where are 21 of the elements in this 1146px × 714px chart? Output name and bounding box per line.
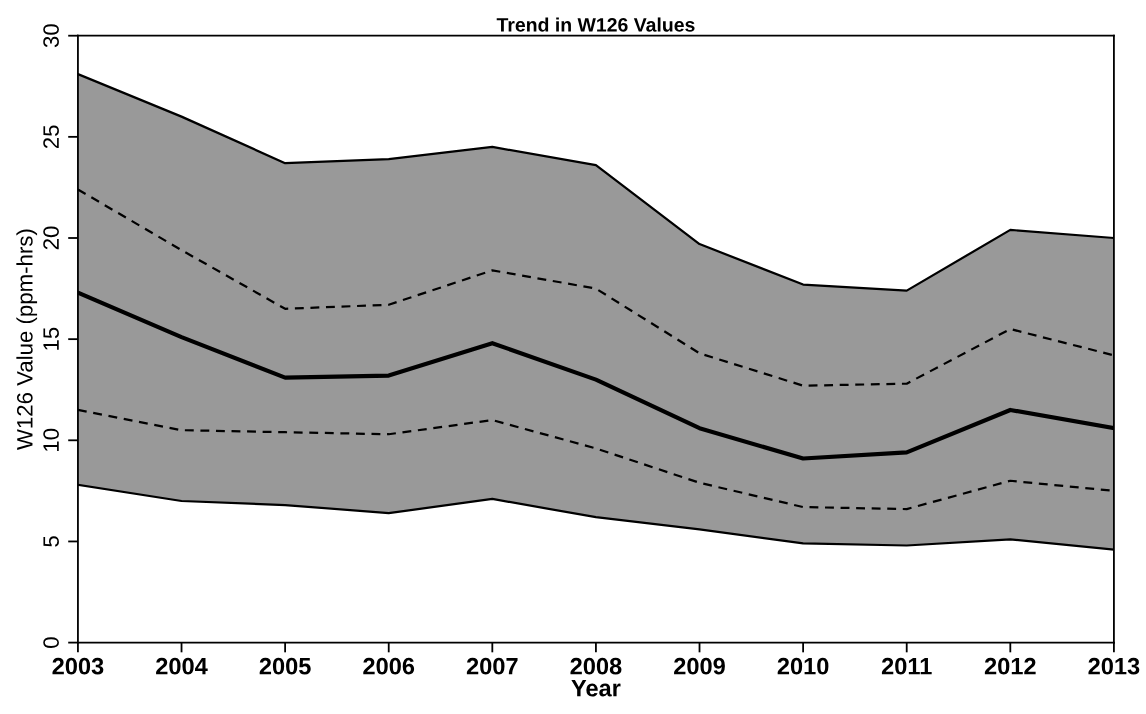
y-tick-label: 15 (43, 327, 59, 350)
y-tick-label: 0 (43, 637, 59, 648)
x-axis-title: Year (571, 680, 621, 697)
y-tick-label: 25 (43, 125, 59, 149)
x-tick-label: 2013 (1088, 657, 1140, 675)
x-tick-label: 2005 (259, 657, 311, 675)
x-tick-label: 2009 (674, 657, 725, 675)
x-tick-label: 2004 (156, 657, 208, 675)
x-tick-label: 2006 (363, 657, 415, 675)
y-axis-title: W126 Value (ppm-hrs) (16, 229, 38, 450)
y-tick-label: 20 (43, 226, 59, 250)
y-tick-label: 5 (43, 536, 59, 547)
x-tick-label: 2007 (466, 657, 518, 675)
x-tick-label: 2012 (984, 657, 1036, 675)
x-tick-label: 2011 (881, 657, 932, 675)
y-tick-label: 30 (43, 24, 59, 48)
chart-title: Trend in W126 Values (496, 17, 695, 32)
y-tick-label: 10 (43, 428, 59, 451)
x-tick-label: 2008 (570, 657, 622, 675)
x-tick-label: 2010 (777, 657, 829, 675)
x-tick-label: 2003 (52, 657, 104, 675)
